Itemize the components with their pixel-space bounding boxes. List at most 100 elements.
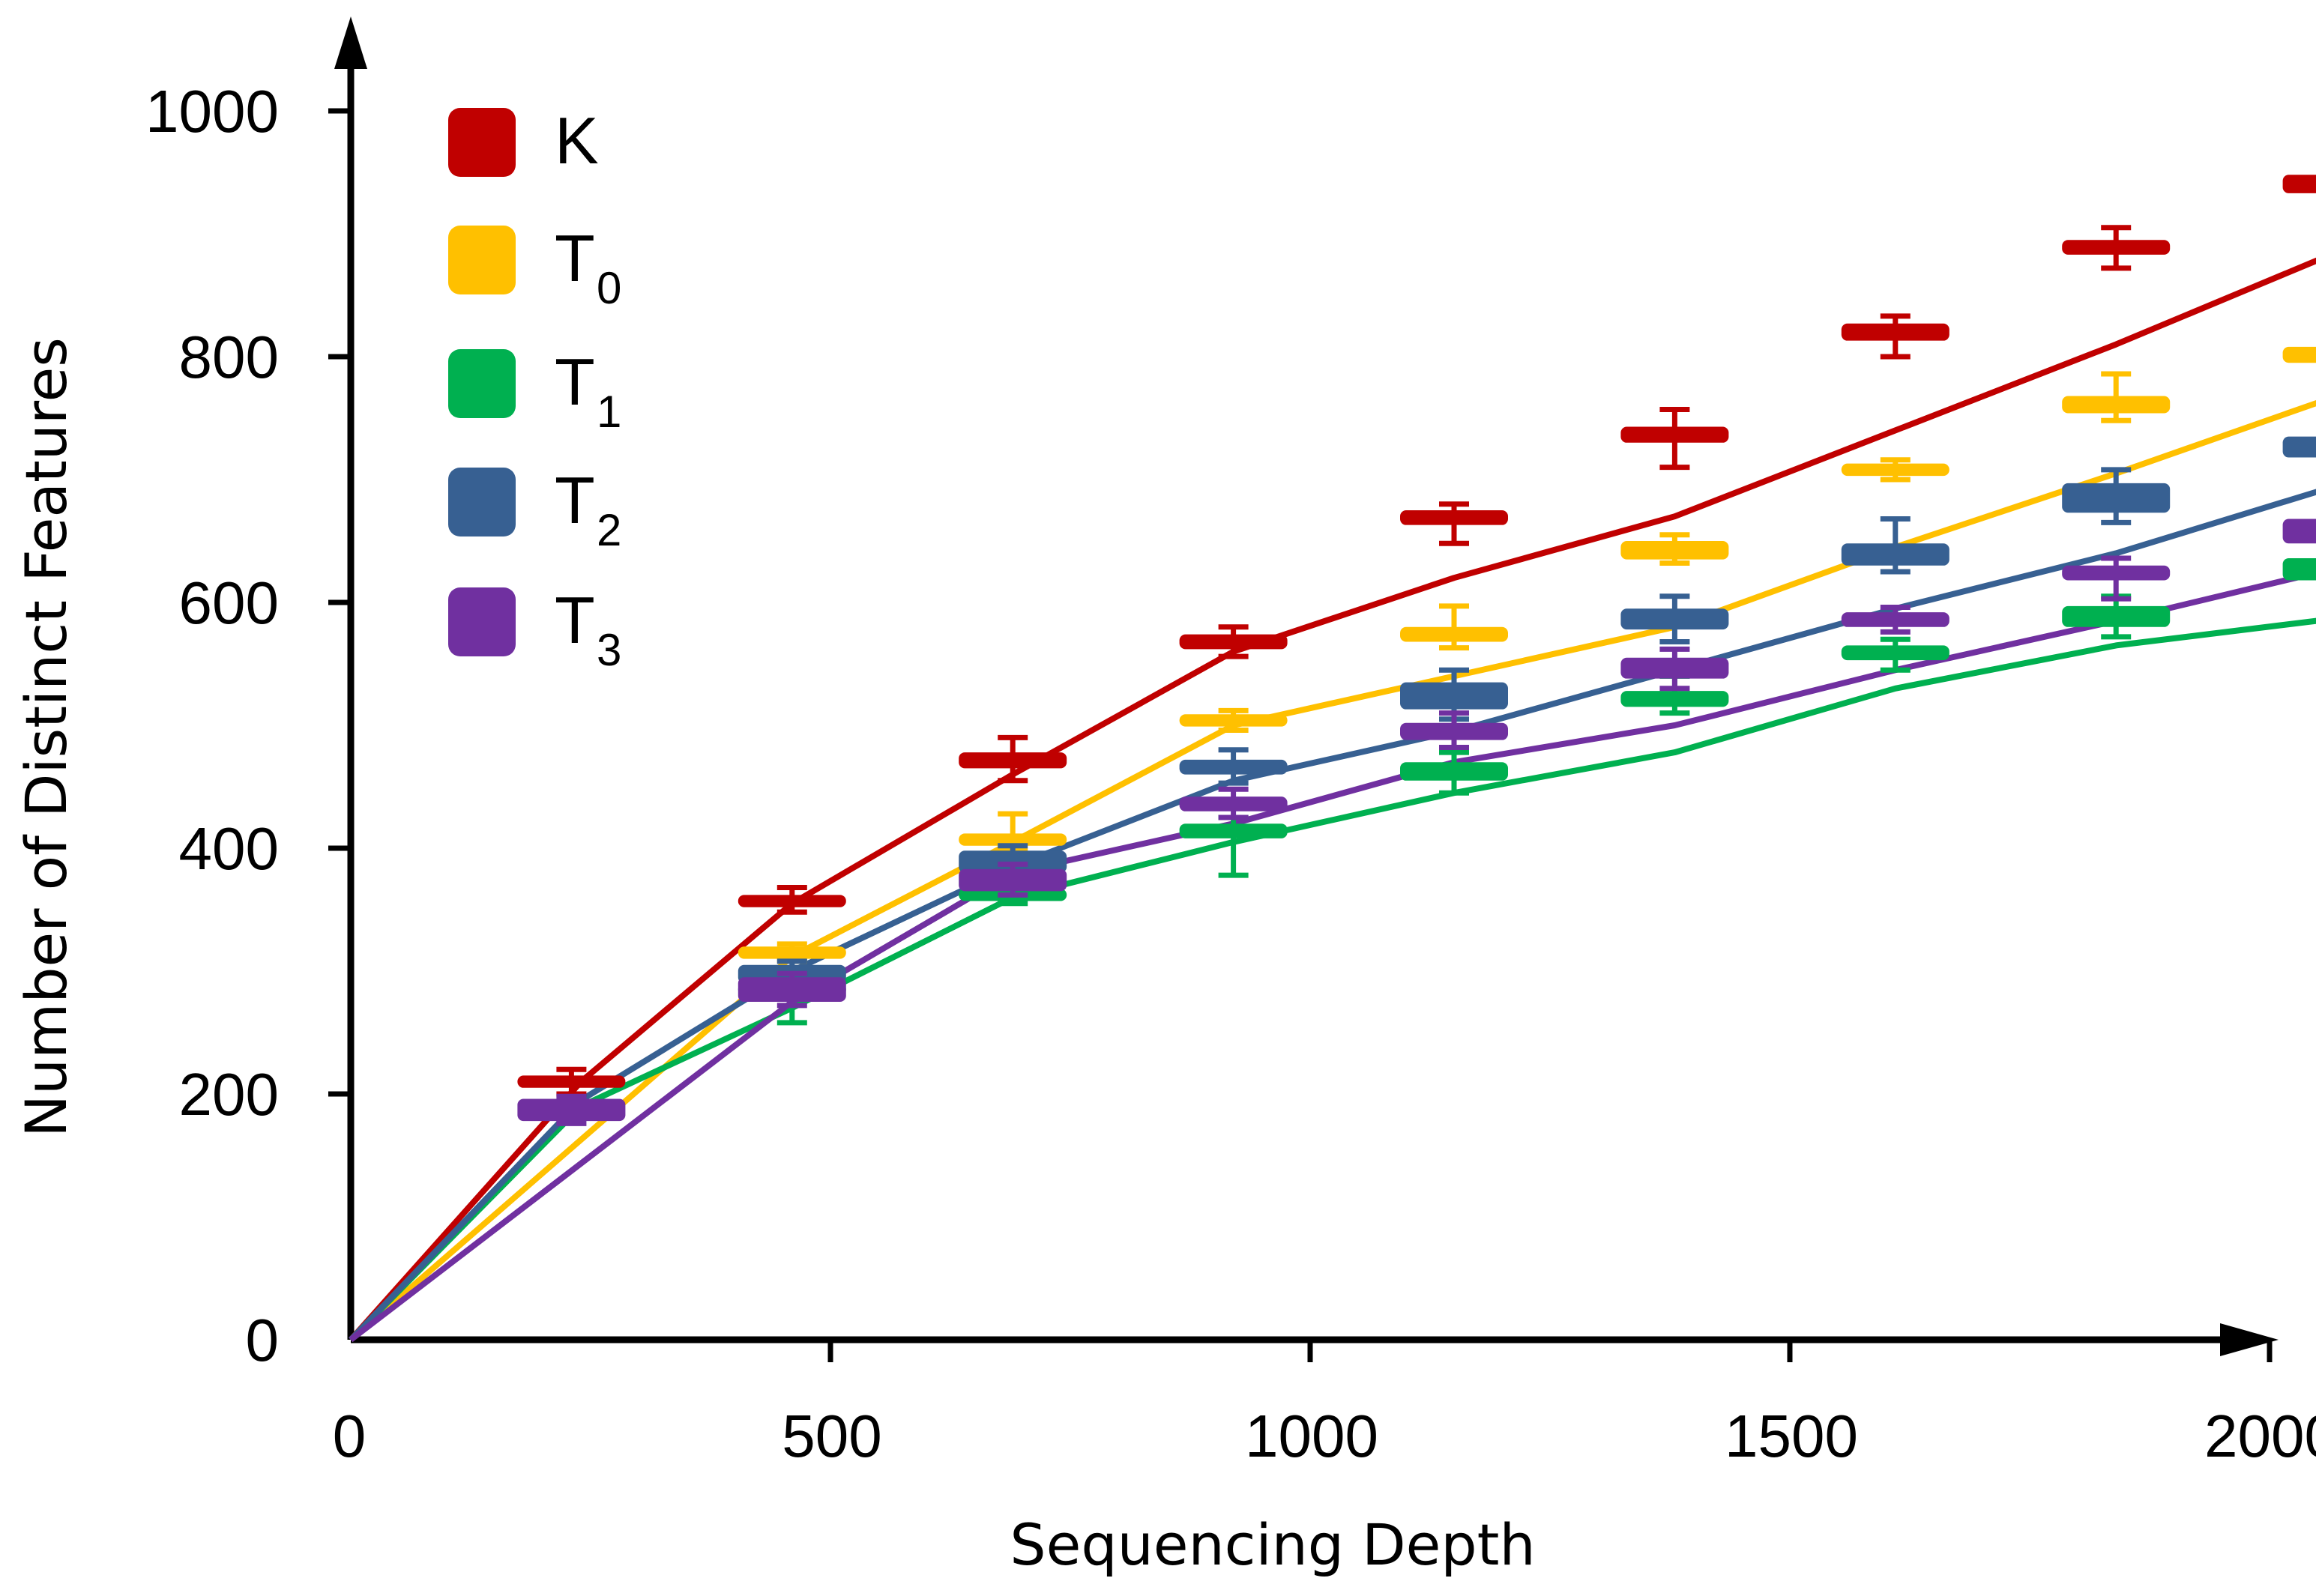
box [1620,541,1729,560]
y-axis-arrow [334,16,367,69]
series-boxes [517,175,2316,1126]
box-plot [2062,371,2171,423]
box [1620,657,1729,679]
box [2282,346,2316,363]
legend-label: T [555,221,595,295]
box-plot [1179,747,1288,786]
box-plot [1620,593,1729,644]
legend-label-subscript: 1 [597,387,621,437]
box-plot [1179,707,1288,734]
legend-entry: K [448,103,599,178]
box [1179,634,1288,650]
legend-swatch [448,349,516,418]
legend-label: T [555,583,595,657]
box-plot [2282,346,2316,363]
box [1400,722,1508,740]
series-line [349,257,2316,1342]
box [1620,608,1729,630]
box [1400,762,1508,781]
legend-label-subscript: 2 [597,505,621,555]
box-plot [2062,467,2171,525]
box-plot [1620,646,1729,692]
box [959,868,1067,892]
box [1620,426,1729,443]
box [738,946,846,959]
box [2282,175,2316,193]
box [2282,557,2316,581]
y-tick-label: 200 [179,1061,279,1128]
box [1179,797,1288,811]
y-tick-label: 0 [246,1307,280,1373]
legend-label-subscript: 0 [597,263,621,313]
box-plot [1620,532,1729,566]
box-plot [1841,516,1949,575]
box-plot [738,970,846,1009]
box-plot [1400,710,1508,751]
box-plot [2062,225,2171,271]
x-tick-label: 1000 [1245,1403,1378,1469]
box-plot [1179,786,1288,820]
box-plot [1620,407,1729,471]
box [2062,565,2171,581]
y-tick-label: 800 [179,324,279,390]
box [1841,645,1949,661]
box-plot [1841,636,1949,673]
box-plot [2282,557,2316,581]
box-plot [959,861,1067,898]
box [1841,323,1949,341]
box [1179,823,1288,838]
series-line [349,569,2316,1343]
legend-swatch [448,468,516,536]
series-line [349,399,2316,1343]
y-tick-label: 400 [179,815,279,882]
box [959,833,1067,846]
box-plot [1400,749,1508,796]
box [2282,519,2316,544]
box [1841,543,1949,566]
series-line [349,489,2316,1342]
box-plot [1841,457,1949,483]
box-plot [2062,555,2171,602]
box-plot [2282,436,2316,458]
legend-swatch [448,587,516,656]
box-plot [2282,519,2316,544]
box [1841,463,1949,477]
legend-swatch [448,226,516,294]
legend-label: T [555,345,595,419]
legend-label: T [555,463,595,537]
box [2062,605,2171,627]
box-plot [1841,605,1949,635]
series-lines [349,257,2316,1343]
box [959,752,1067,769]
legend-label: K [555,103,599,178]
legend-swatch [448,108,516,177]
box [2062,396,2171,414]
x-tick-label: 500 [782,1403,881,1469]
legend-label-subscript: 3 [597,625,621,675]
box [1400,626,1508,642]
box-plot [2282,175,2316,193]
box [1841,612,1949,627]
x-tick-label: 2000 [2204,1403,2316,1469]
box-plot [959,734,1067,784]
box-plot [517,1093,626,1126]
box [738,977,846,1002]
box [1179,759,1288,775]
y-axis-title: Number of Distinct Features [13,337,79,1137]
box-plot [1179,814,1288,878]
box-plot [1400,501,1508,546]
box [2282,436,2316,458]
x-axis-arrow [2220,1323,2279,1356]
box-plot [1841,313,1949,360]
box-plot [1179,624,1288,659]
box [517,1075,626,1088]
x-axis-title: Sequencing Depth [1010,1511,1535,1578]
box [738,895,846,907]
axes: 0 200 400 600 800 1000 0 500 1000 1500 2000 [145,16,2316,1469]
y-tick-label: 1000 [145,78,279,145]
box [2062,240,2171,255]
series-line [349,617,2316,1342]
